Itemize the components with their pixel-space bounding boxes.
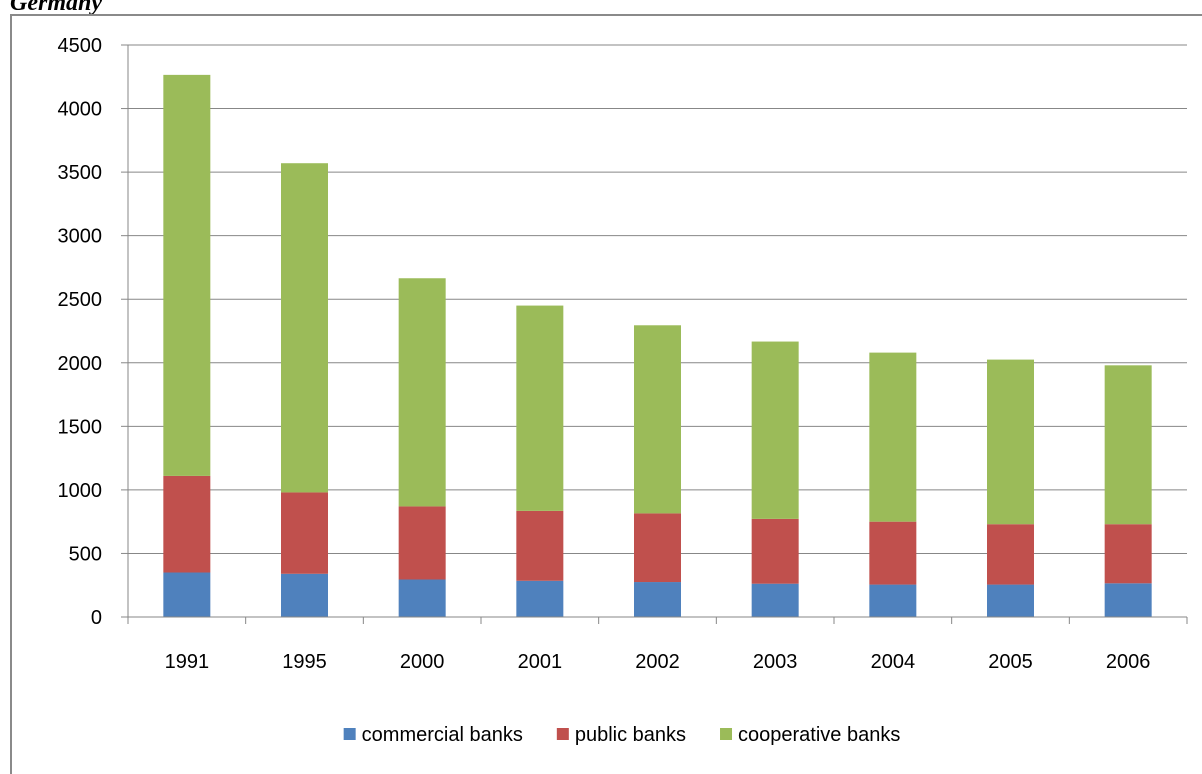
bar-stacks — [163, 74, 1152, 617]
legend-label-public-banks: public banks — [575, 724, 686, 746]
y-tick-label: 500 — [69, 543, 102, 565]
bar-segment-commercial-banks-2006 — [1104, 583, 1152, 617]
legend-swatch-cooperative-banks — [720, 728, 733, 740]
bar-segment-cooperative-banks-2004 — [869, 352, 917, 522]
bar-segment-public-banks-1995 — [281, 492, 328, 574]
bar-segment-cooperative-banks-2000 — [398, 278, 446, 507]
bar-segment-commercial-banks-2000 — [398, 579, 446, 617]
y-tick-label: 1000 — [58, 480, 103, 502]
bar-segment-cooperative-banks-2006 — [1104, 365, 1152, 525]
bar-segment-commercial-banks-1991 — [163, 572, 211, 617]
bar-segment-public-banks-2002 — [634, 513, 681, 583]
x-tick-labels: 1991 1995 2000 2001 2002 2003 2004 2005 2006 — [165, 651, 1151, 673]
bar-segment-cooperative-banks-2001 — [516, 305, 564, 511]
x-tick-label-2000: 2000 — [400, 651, 445, 673]
chart-frame — [10, 14, 1202, 774]
legend: commercial banks public banks cooperative … — [343, 724, 900, 746]
bar-segment-public-banks-2001 — [516, 510, 564, 581]
bar-segment-public-banks-2003 — [751, 518, 799, 584]
bar-segment-public-banks-2000 — [398, 506, 446, 580]
legend-label-cooperative-banks: cooperative banks — [738, 724, 900, 746]
bar-segment-commercial-banks-2004 — [869, 584, 917, 617]
y-tick-label: 3500 — [58, 162, 103, 184]
bar-segment-public-banks-2005 — [987, 524, 1034, 585]
y-tick-label: 4500 — [58, 35, 103, 57]
x-tick-label-2004: 2004 — [871, 651, 916, 673]
y-tick-label: 2000 — [58, 353, 103, 375]
legend-swatch-commercial-banks — [343, 728, 356, 740]
y-tick-label: 0 — [91, 607, 102, 629]
bar-segment-cooperative-banks-2002 — [634, 325, 681, 514]
y-tick-labels: 0 500 1000 1500 2000 2500 3000 3500 4000 4500 — [58, 35, 103, 629]
bar-segment-commercial-banks-2003 — [751, 583, 799, 617]
x-tick-label-2006: 2006 — [1106, 651, 1151, 673]
bar-segment-cooperative-banks-1991 — [163, 74, 211, 476]
x-tick-label-2002: 2002 — [635, 651, 680, 673]
bar-segment-commercial-banks-2002 — [634, 582, 681, 617]
y-tick-label: 3000 — [58, 226, 103, 248]
bar-segment-commercial-banks-2001 — [516, 580, 564, 617]
bar-segment-public-banks-2004 — [869, 521, 917, 585]
bar-segment-cooperative-banks-1995 — [281, 163, 328, 493]
x-tick-label-2005: 2005 — [988, 651, 1033, 673]
bar-segment-public-banks-2006 — [1104, 524, 1152, 584]
x-tick-label-1995: 1995 — [282, 651, 327, 673]
axes — [121, 44, 1188, 624]
y-tick-label: 4000 — [58, 99, 103, 121]
x-tick-label-2003: 2003 — [753, 651, 798, 673]
y-tick-label: 1500 — [58, 416, 103, 438]
bar-segment-cooperative-banks-2003 — [751, 341, 799, 519]
bar-segment-cooperative-banks-2005 — [987, 359, 1034, 525]
x-tick-label-1991: 1991 — [165, 651, 210, 673]
bar-segment-commercial-banks-2005 — [987, 584, 1034, 617]
x-tick-label-2001: 2001 — [518, 651, 563, 673]
legend-swatch-public-banks — [556, 728, 569, 740]
y-tick-label: 2500 — [58, 289, 103, 311]
bar-segment-commercial-banks-1995 — [281, 573, 328, 617]
chart-heading: Germany — [10, 0, 102, 16]
bar-segment-public-banks-1991 — [163, 475, 211, 573]
legend-label-commercial-banks: commercial banks — [362, 724, 523, 746]
